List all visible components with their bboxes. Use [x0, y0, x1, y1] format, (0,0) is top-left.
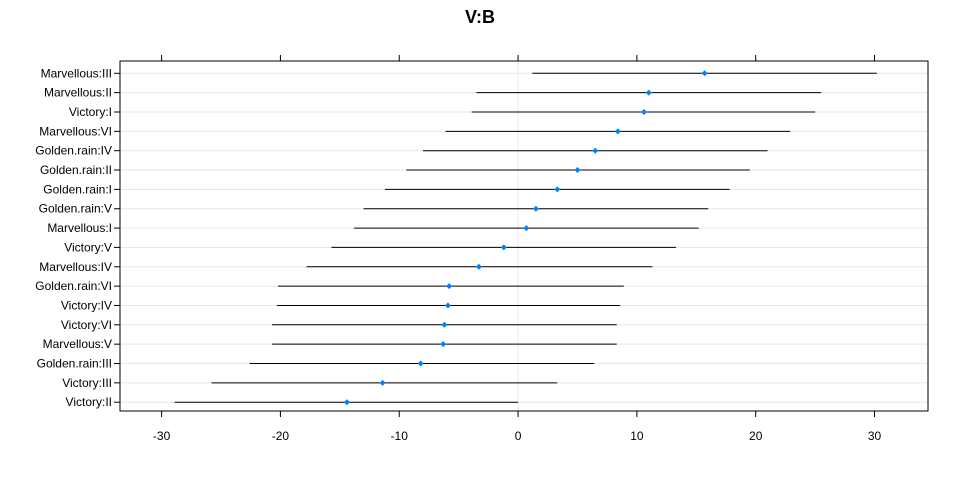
estimate-point [343, 399, 350, 406]
category-label: Golden.rain:II [40, 163, 112, 177]
estimate-point [475, 263, 482, 270]
estimate-point [592, 147, 599, 154]
x-tick-label: 30 [868, 429, 882, 443]
estimate-point [500, 244, 507, 251]
estimate-point [574, 167, 581, 174]
estimate-point [641, 108, 648, 115]
x-tick-label: -30 [153, 429, 171, 443]
category-label: Victory:VI [61, 318, 112, 332]
estimate-point [446, 283, 453, 290]
category-label: Victory:IV [61, 298, 112, 312]
plot-panel [119, 60, 929, 412]
point-layer [343, 70, 708, 406]
estimate-point [379, 379, 386, 386]
x-tick-label: -10 [391, 429, 409, 443]
category-label: Marvellous:II [44, 86, 112, 100]
category-label: Golden.rain:VI [35, 279, 112, 293]
category-label: Golden.rain:V [39, 202, 112, 216]
estimate-point [444, 302, 451, 309]
y-axis: Marvellous:III Marvellous:II Victory:I Marv… [35, 66, 120, 409]
estimate-point [645, 89, 652, 96]
interval-layer [174, 72, 877, 403]
category-label: Golden.rain:IV [35, 144, 112, 158]
x-tick-label: 20 [749, 429, 763, 443]
estimate-point [441, 321, 448, 328]
estimate-point [523, 225, 530, 232]
category-label: Victory:II [66, 395, 112, 409]
estimate-point [554, 186, 561, 193]
x-axis: -30 -20 -10 0 10 20 30 [153, 55, 882, 443]
category-label: Marvellous:I [47, 221, 112, 235]
estimate-point [417, 360, 424, 367]
category-label: Golden.rain:I [43, 182, 112, 196]
estimate-point [532, 205, 539, 212]
grid-layer [120, 72, 928, 403]
category-label: Golden.rain:III [37, 357, 112, 371]
category-label: Victory:V [64, 240, 112, 254]
estimate-point [614, 128, 621, 135]
estimate-point [440, 341, 447, 348]
x-tick-label: 10 [630, 429, 644, 443]
category-label: Marvellous:V [43, 337, 112, 351]
category-label: Marvellous:VI [39, 124, 112, 138]
category-label: Victory:III [62, 376, 112, 390]
x-tick-label: -20 [272, 429, 290, 443]
chart-title: V:B [465, 7, 495, 27]
category-label: Marvellous:IV [39, 260, 112, 274]
category-label: Victory:I [69, 105, 112, 119]
estimate-point [701, 70, 708, 77]
x-tick-label: 0 [515, 429, 522, 443]
category-label: Marvellous:III [41, 66, 112, 80]
